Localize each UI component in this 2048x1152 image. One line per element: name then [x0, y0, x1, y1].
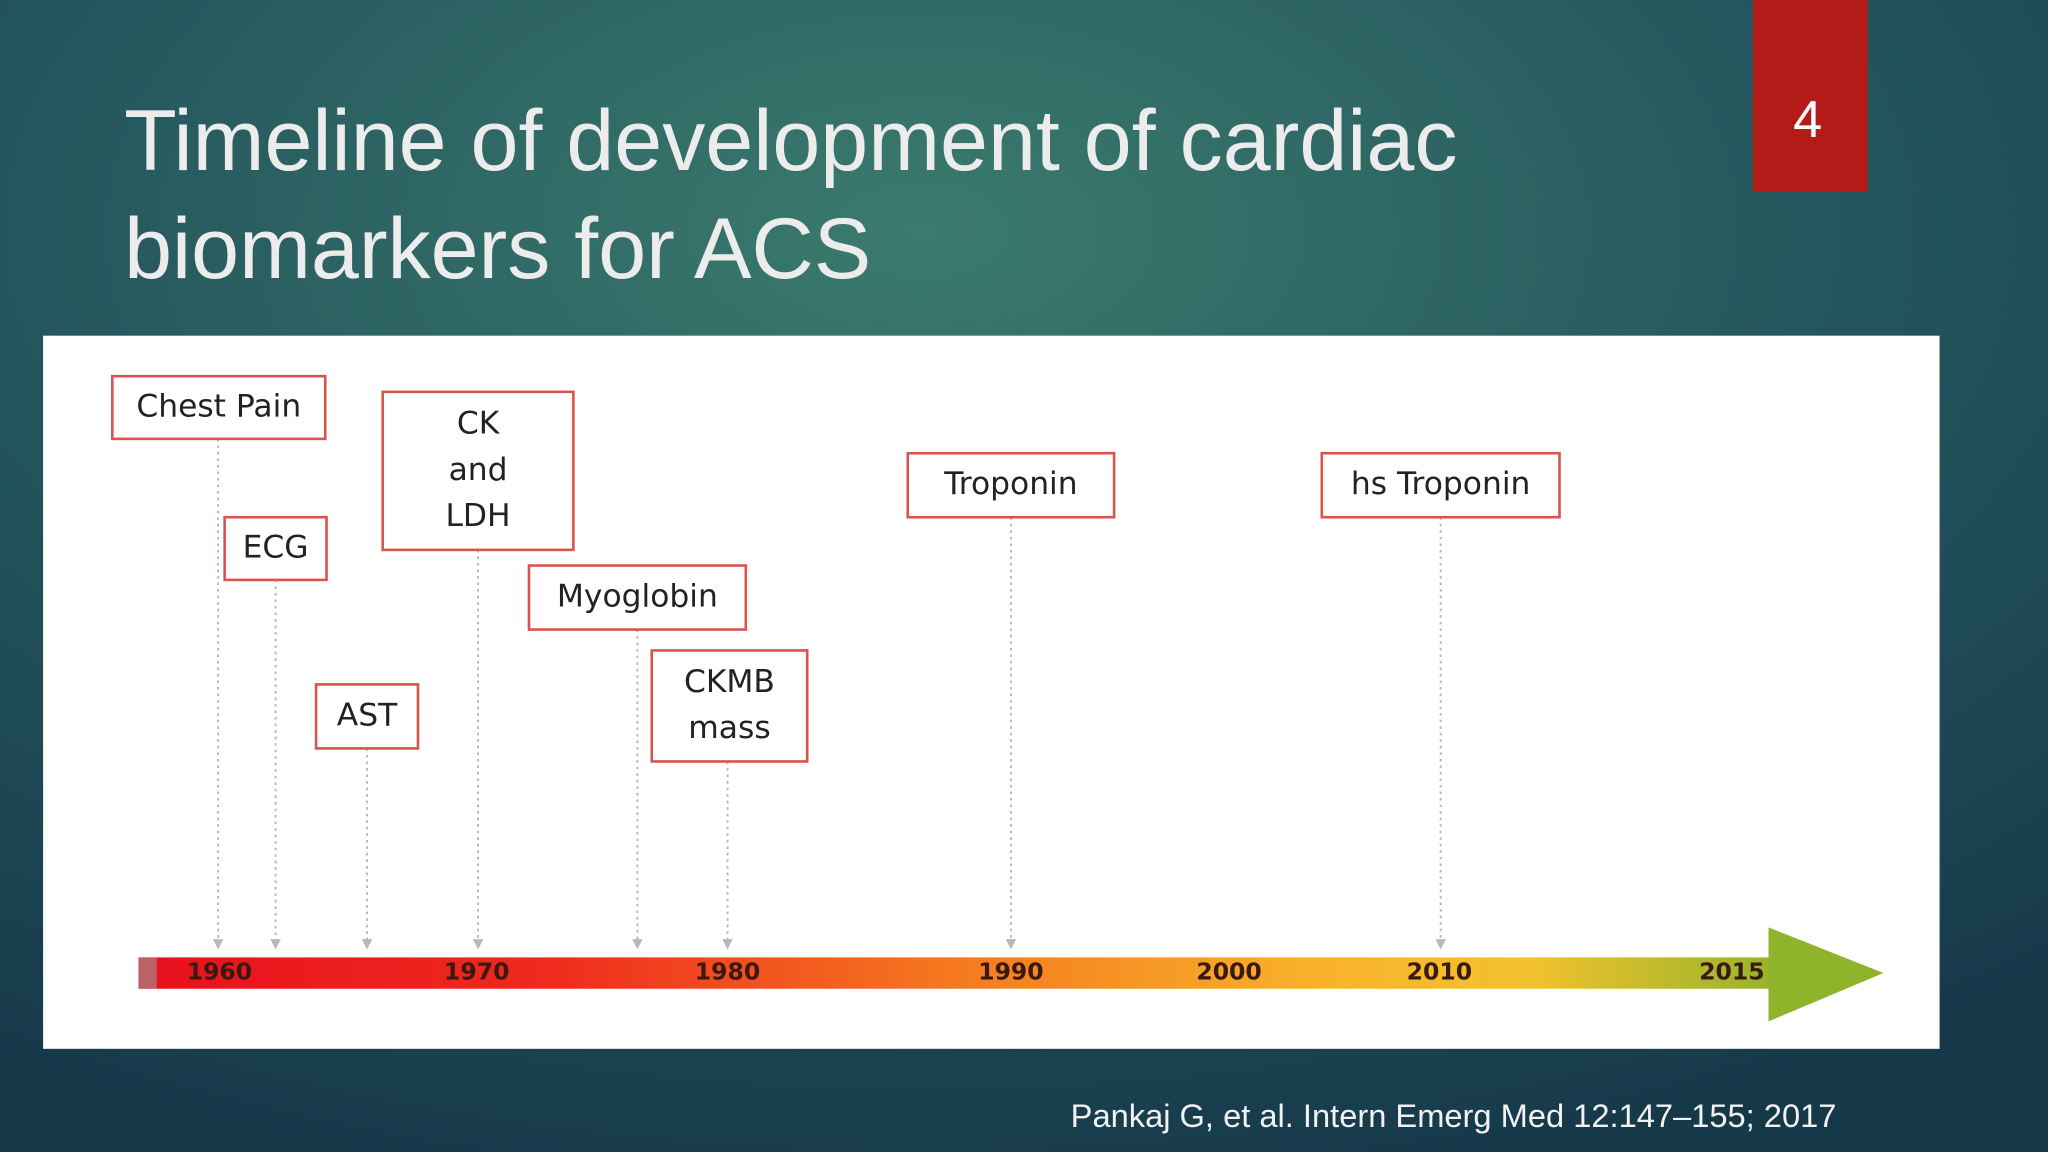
- year-label: 1980: [695, 958, 760, 986]
- connector-arrow: [472, 939, 484, 950]
- event-box: [381, 390, 575, 552]
- year-label: 1970: [444, 958, 509, 986]
- events: Chest Pain ECG AST CK and LDH Myoglobin CKMB mas…: [111, 374, 1561, 950]
- years: 1960 1970 1980 1990 2000 2010 2015: [187, 958, 1765, 986]
- citation: Pankaj G, et al. Intern Emerg Med 12:147…: [1071, 1097, 1837, 1134]
- connector-arrow: [212, 939, 224, 950]
- timeline-bar: [138, 957, 1777, 989]
- timeline-arrowhead: [1768, 927, 1884, 1022]
- event-label: ECG: [243, 530, 309, 566]
- event-label: LDH: [445, 498, 510, 534]
- slide-number: 4: [1793, 91, 1822, 149]
- connector-arrow: [632, 939, 643, 950]
- event-box: [906, 451, 1116, 519]
- event-box: [650, 649, 809, 763]
- connector-arrow: [1005, 939, 1017, 950]
- event-label: Chest Pain: [136, 389, 301, 425]
- connector-arrow: [722, 939, 733, 950]
- title-line: Timeline of development of cardiac: [124, 93, 1457, 189]
- event-label: CKMB: [684, 664, 775, 700]
- slide-number-box: [1752, 0, 1868, 192]
- event-box: [1320, 451, 1561, 519]
- timeline-bar-end: [138, 957, 157, 989]
- connector-arrow: [270, 939, 281, 950]
- year-label: 2000: [1196, 958, 1261, 986]
- event-box: [111, 374, 327, 441]
- event-label: AST: [337, 697, 398, 733]
- year-label: 1960: [187, 958, 252, 986]
- connector-arrow: [1435, 939, 1446, 950]
- event-label: Myoglobin: [557, 579, 718, 615]
- event-label: and: [449, 452, 508, 488]
- event-box: [223, 515, 328, 582]
- connector-arrow: [361, 939, 373, 950]
- event-box: [314, 683, 420, 750]
- event-label: mass: [688, 710, 770, 746]
- event-label: Troponin: [943, 466, 1077, 502]
- event-label: CK: [457, 405, 501, 441]
- event-label: hs Troponin: [1351, 466, 1531, 502]
- year-label: 2015: [1699, 958, 1764, 986]
- event-box: [527, 564, 748, 631]
- year-label: 2010: [1407, 958, 1472, 986]
- title-line: biomarkers for ACS: [124, 201, 871, 297]
- year-label: 1990: [978, 958, 1043, 986]
